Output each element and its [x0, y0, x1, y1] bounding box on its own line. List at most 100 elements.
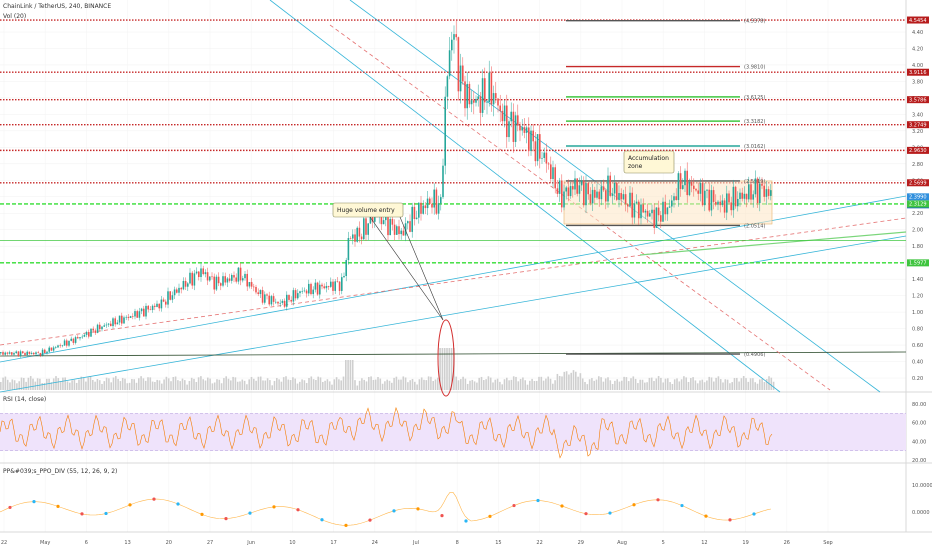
candle-body	[525, 127, 528, 133]
ppo-dot	[296, 508, 300, 512]
candle-body	[539, 134, 541, 159]
volume-bar	[736, 377, 738, 390]
ppo-dot	[368, 518, 372, 522]
volume-bar	[131, 378, 133, 390]
candle-body	[627, 204, 629, 207]
rsi-tick-label: 60.00	[912, 421, 926, 427]
volume-bar	[473, 381, 476, 390]
volume-bar	[662, 382, 664, 390]
volume-bar	[6, 379, 9, 390]
candle-body	[391, 218, 394, 225]
candle-body	[79, 337, 81, 339]
candle-body	[193, 273, 196, 286]
candle-body	[88, 332, 90, 337]
candle-body	[682, 185, 684, 189]
volume-bar	[420, 377, 423, 390]
candle-body	[2, 352, 4, 355]
volume-bar	[98, 380, 101, 390]
volume-bar	[241, 379, 244, 390]
volume-bar	[581, 378, 584, 390]
volume-bar	[595, 379, 598, 390]
candle-body	[0, 352, 2, 354]
volume-bar	[193, 378, 195, 390]
candle-body	[286, 294, 288, 307]
volume-bars	[0, 348, 775, 390]
candle-body	[756, 178, 759, 204]
candle-body	[508, 121, 510, 138]
candle-body	[85, 332, 88, 335]
fib-label: (3.9810)	[744, 65, 765, 71]
volume-bar	[696, 383, 699, 390]
candle-body	[369, 215, 372, 224]
volume-bar	[50, 382, 53, 390]
candle-body	[737, 198, 739, 207]
volume-bar	[115, 376, 117, 390]
price-tick-label: 1.40	[912, 277, 923, 283]
candle-body	[418, 202, 420, 218]
candle-body	[215, 276, 218, 290]
volume-bar	[765, 379, 768, 390]
candle-body	[759, 183, 761, 204]
volume-bar	[379, 378, 382, 390]
volume-bar	[443, 348, 446, 390]
candle-body	[13, 353, 15, 355]
time-tick-label: May	[40, 540, 50, 546]
candle-body	[255, 286, 257, 293]
volume-bar	[236, 381, 239, 390]
volume-bar	[747, 381, 750, 390]
volume-bar	[46, 378, 48, 390]
volume-bar	[328, 381, 331, 390]
ppo-dot	[128, 503, 132, 507]
volume-bar	[32, 378, 34, 390]
candle-body	[591, 189, 594, 204]
candle-body	[105, 324, 108, 326]
candle-body	[499, 105, 501, 111]
volume-bar	[554, 380, 556, 390]
ppo-dot	[512, 503, 516, 508]
volume-bar	[374, 379, 377, 390]
price-tick-label: 2.20	[912, 211, 923, 217]
candle-body	[110, 323, 112, 327]
volume-bar	[52, 378, 55, 390]
volume-bar	[588, 379, 591, 390]
volume-bar	[181, 378, 184, 390]
volume-bar	[253, 378, 255, 390]
base-trendline	[0, 351, 907, 357]
ppo-dot	[200, 512, 204, 517]
time-tick-label: Jul	[412, 540, 419, 546]
candle-body	[107, 323, 110, 325]
candle-body	[567, 187, 570, 197]
candle-body	[534, 141, 537, 162]
volume-bar	[627, 381, 630, 390]
candle-body	[268, 295, 270, 305]
candle-body	[501, 110, 504, 122]
volume-bar	[584, 381, 586, 390]
volume-bar	[94, 381, 96, 390]
candle-body	[420, 202, 422, 214]
volume-bar	[625, 377, 628, 390]
candle-body	[407, 221, 409, 224]
volume-bar	[124, 378, 126, 390]
candle-body	[442, 165, 444, 198]
volume-bar	[687, 382, 690, 390]
volume-bar	[322, 381, 324, 390]
volume-bar	[167, 378, 170, 390]
candle-body	[679, 173, 682, 189]
candle-body	[125, 316, 127, 318]
candle-body	[631, 192, 633, 218]
volume-bar	[639, 379, 641, 390]
volume-bar	[174, 376, 177, 390]
volume-bar	[404, 377, 407, 390]
volume-bar	[667, 378, 669, 390]
volume-bar	[717, 376, 720, 390]
volume-bar	[575, 371, 577, 390]
volume-bar	[368, 376, 370, 390]
volume-bar	[733, 377, 736, 390]
candle-body	[492, 93, 495, 105]
price-tick-label: 1.00	[912, 310, 923, 316]
candle-body	[437, 203, 440, 214]
volume-bar	[515, 376, 517, 390]
candle-body	[323, 286, 325, 289]
candle-body	[204, 272, 207, 275]
